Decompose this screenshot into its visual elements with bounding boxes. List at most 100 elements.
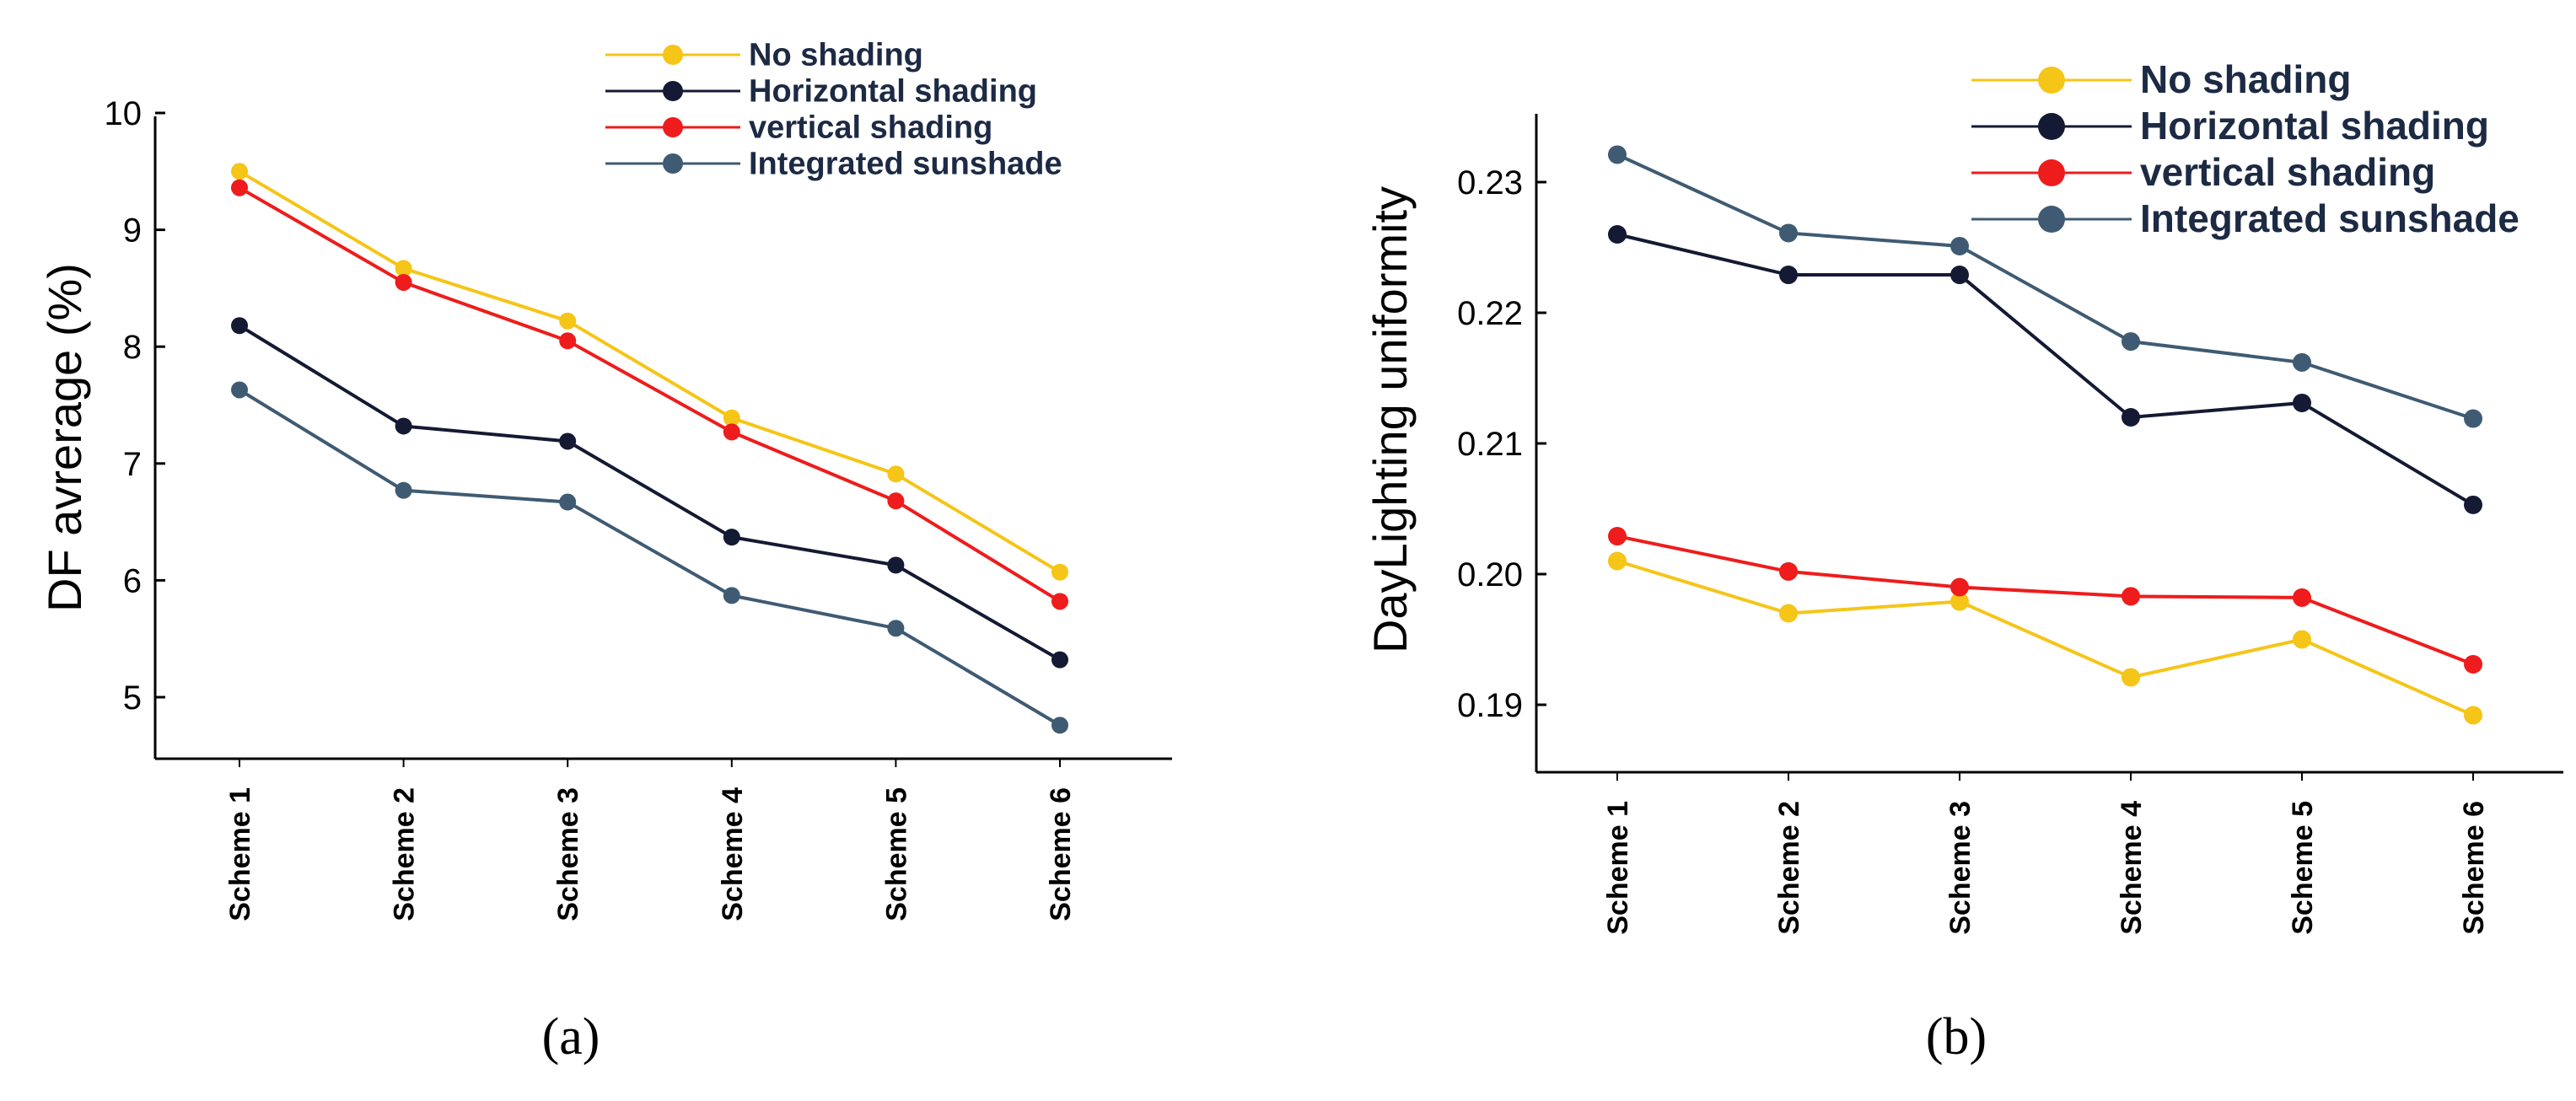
category-label-b-0: Scheme 1 (1602, 801, 1634, 935)
y-tick-label-b-3: 0.22 (1457, 295, 1523, 332)
legend-label-b-0: No shading (2140, 57, 2351, 101)
point-a-2-2 (559, 332, 577, 350)
point-b-1-0 (1608, 225, 1627, 244)
category-label-a-0: Scheme 1 (224, 787, 256, 921)
series-line-a-2 (239, 185, 1062, 604)
point-a-1-4 (887, 556, 905, 574)
series-line-b-3 (1616, 153, 2474, 421)
point-a-3-1 (395, 481, 412, 499)
legend-label-a-0: No shading (749, 38, 923, 73)
series-b-0 (1608, 551, 2482, 725)
series-line-a-1 (238, 324, 1061, 662)
point-a-3-4 (887, 620, 905, 637)
category-label-b-1: Scheme 2 (1773, 801, 1805, 935)
point-b-2-1 (1779, 561, 1798, 581)
point-a-1-1 (395, 417, 412, 435)
series-b-3 (1608, 145, 2482, 428)
point-b-3-5 (2464, 409, 2482, 428)
y-axis-ticks-b: 0.19 0.20 0.21 0.22 0.23 (1457, 164, 1546, 724)
category-label-b-3: Scheme 4 (2116, 801, 2148, 935)
point-a-0-1 (395, 260, 412, 277)
y-tick-label-a-5: 10 (105, 95, 143, 132)
point-a-1-0 (231, 317, 248, 335)
point-b-3-4 (2293, 352, 2311, 372)
y-tick-label-b-2: 0.21 (1457, 426, 1523, 463)
y-tick-label-a-0: 5 (123, 679, 142, 717)
point-b-3-3 (2122, 332, 2140, 352)
series-line-a-3 (238, 388, 1062, 727)
legend-marker-a-2 (663, 117, 683, 137)
y-tick-label-a-2: 7 (123, 446, 142, 483)
legend-marker-b-0 (2038, 67, 2065, 94)
legend-label-b-1: Horizontal shading (2140, 104, 2489, 148)
category-label-a-4: Scheme 5 (880, 787, 912, 921)
chart-b: 0.19 0.20 0.21 0.22 0.23 DayLighting uniform… (1363, 57, 2563, 1066)
y-tick-label-a-1: 6 (123, 562, 142, 599)
series-line-a-0 (238, 169, 1062, 574)
category-label-b-4: Scheme 5 (2287, 801, 2319, 935)
series-group-a (231, 163, 1068, 734)
point-a-2-4 (887, 492, 905, 510)
point-b-0-1 (1779, 604, 1798, 623)
point-a-0-0 (231, 163, 248, 180)
point-b-1-1 (1779, 266, 1798, 285)
panel-label-a: (a) (542, 1008, 600, 1066)
point-b-0-2 (1950, 592, 1969, 611)
chart-a: 5 6 7 8 9 10 DF avrerage (%) Scheme 1 Scheme 2… (38, 38, 1172, 1066)
point-b-2-5 (2464, 654, 2482, 674)
legend-label-b-3: Integrated sunshade (2140, 196, 2520, 240)
point-a-2-1 (395, 273, 412, 291)
y-tick-label-b-0: 0.19 (1457, 687, 1523, 724)
series-line-b-2 (1616, 534, 2474, 666)
legend-label-a-3: Integrated sunshade (749, 147, 1062, 182)
point-a-0-5 (1051, 563, 1068, 581)
point-a-1-2 (559, 432, 577, 450)
point-b-2-0 (1608, 527, 1627, 546)
point-a-3-5 (1051, 717, 1068, 734)
point-b-3-0 (1608, 145, 1627, 164)
series-b-2 (1608, 527, 2482, 674)
point-a-0-2 (559, 312, 577, 330)
series-line-b-0 (1616, 559, 2474, 717)
y-tick-label-b-1: 0.20 (1457, 556, 1523, 593)
category-label-a-3: Scheme 4 (717, 787, 749, 921)
point-b-2-4 (2293, 588, 2311, 607)
point-b-1-3 (2122, 408, 2140, 427)
x-axis-categories-b: Scheme 1 Scheme 2 Scheme 3 Scheme 4 Scheme 5… (1602, 772, 2490, 935)
point-a-2-5 (1051, 593, 1068, 610)
point-b-2-2 (1950, 577, 1969, 597)
series-a-3 (231, 381, 1068, 734)
series-a-0 (231, 163, 1068, 581)
series-line-b-1 (1616, 233, 2475, 507)
point-b-0-5 (2464, 706, 2482, 725)
y-tick-label-b-4: 0.23 (1457, 164, 1523, 201)
series-a-1 (231, 317, 1068, 669)
series-a-2 (231, 179, 1068, 610)
category-label-b-2: Scheme 3 (1944, 801, 1976, 935)
x-axis-categories-a: Scheme 1 Scheme 2 Scheme 3 Scheme 4 Scheme 5… (224, 759, 1077, 921)
legend-marker-a-1 (663, 81, 683, 101)
legend-marker-b-3 (2038, 206, 2065, 233)
point-a-1-5 (1051, 651, 1068, 669)
point-b-1-5 (2464, 495, 2482, 514)
y-axis-title-b: DayLighting uniformity (1363, 186, 1417, 653)
category-label-a-1: Scheme 2 (389, 787, 421, 921)
point-a-2-0 (231, 179, 248, 196)
point-a-3-2 (559, 493, 577, 511)
legend-label-a-1: Horizontal shading (749, 74, 1037, 110)
category-label-a-2: Scheme 3 (552, 787, 584, 921)
series-b-1 (1608, 225, 2482, 514)
point-a-1-3 (723, 529, 740, 546)
legend-marker-a-3 (663, 153, 683, 174)
point-b-0-4 (2293, 630, 2311, 649)
point-a-2-3 (723, 423, 740, 441)
point-b-3-2 (1950, 236, 1969, 255)
point-b-1-2 (1950, 266, 1969, 285)
y-axis-title-a: DF avrerage (%) (38, 263, 91, 612)
point-b-2-3 (2122, 587, 2140, 606)
legend-label-a-2: vertical shading (749, 110, 992, 146)
point-b-1-4 (2293, 393, 2311, 412)
